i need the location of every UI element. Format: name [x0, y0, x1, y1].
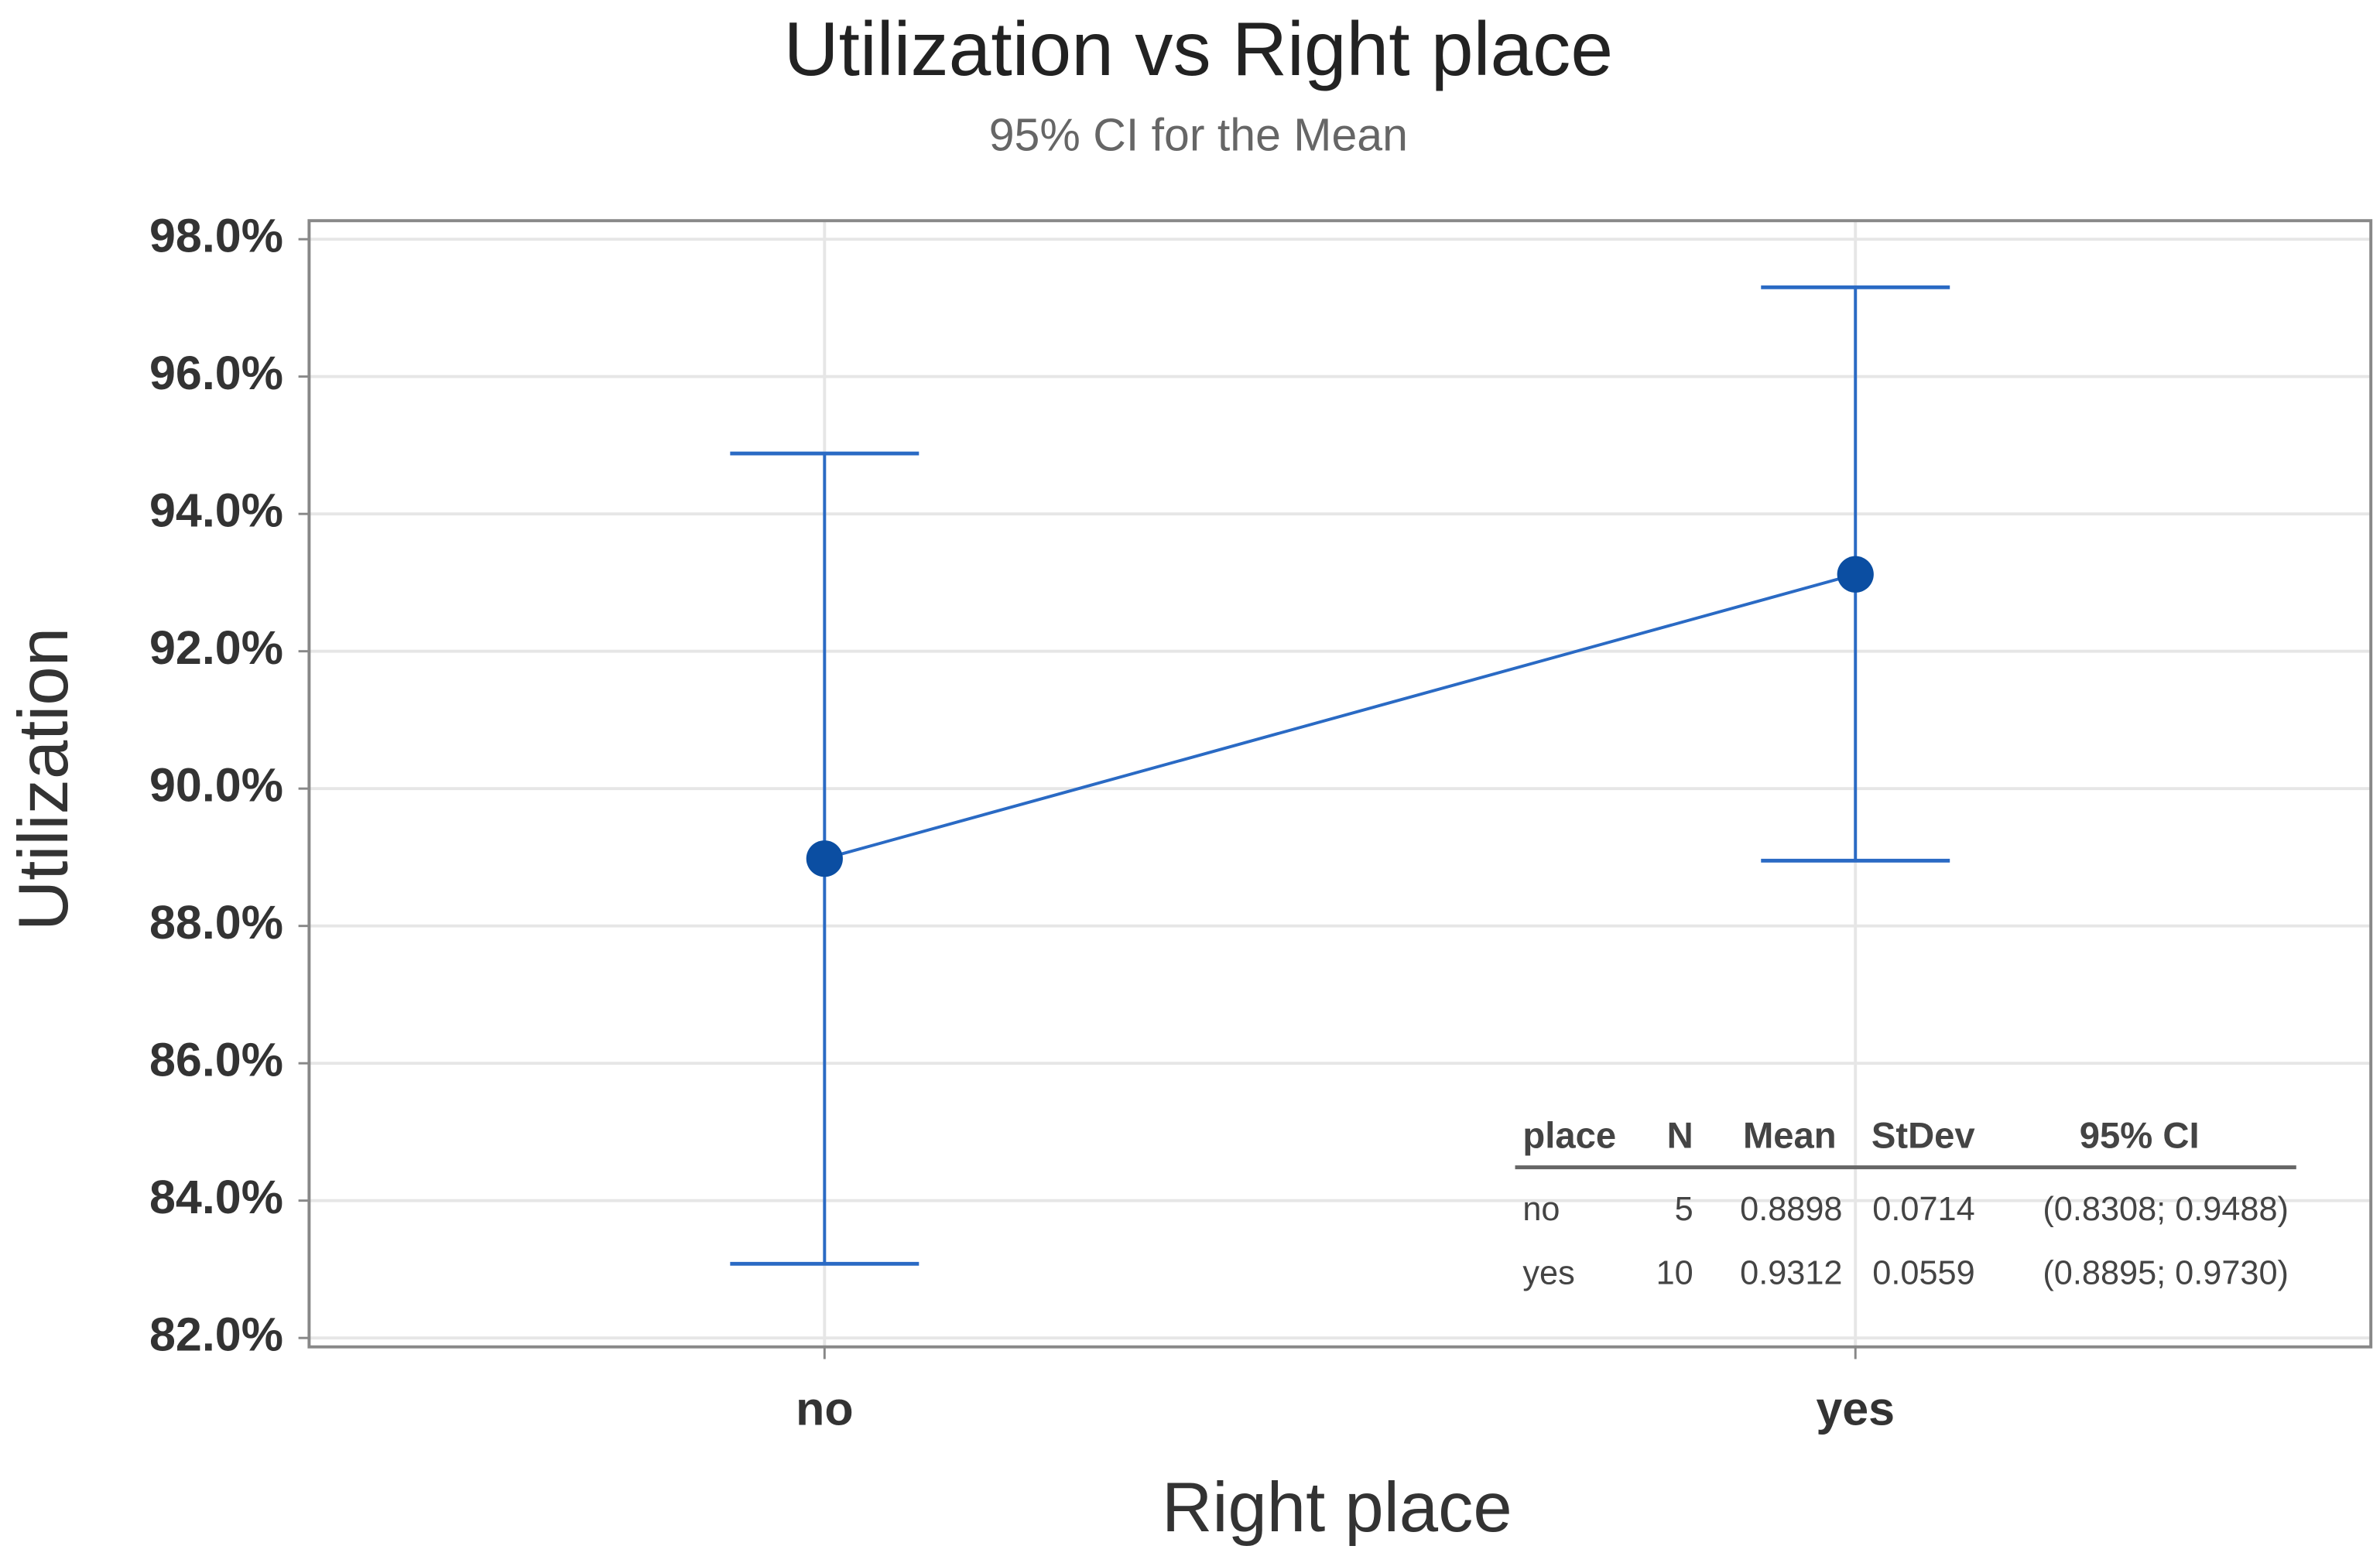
y-tick-label: 96.0%: [149, 347, 283, 399]
mean-line: [824, 573, 1856, 860]
x-tick-label: no: [796, 1382, 853, 1435]
table-header: place: [1522, 1116, 1616, 1157]
table-cell: 5: [1675, 1191, 1693, 1228]
y-tick-label: 84.0%: [149, 1171, 283, 1223]
x-tick-label: yes: [1816, 1382, 1895, 1435]
mean-point: [1837, 556, 1874, 593]
plot-frame: [307, 219, 2373, 1349]
table-cell: no: [1522, 1191, 1560, 1228]
chart-title: Utilization vs Right place: [784, 6, 1613, 91]
y-tick-label: 98.0%: [149, 209, 283, 262]
y-tick-label: 86.0%: [149, 1033, 283, 1086]
y-tick-label: 82.0%: [149, 1308, 283, 1360]
table-cell: 0.9312: [1740, 1255, 1842, 1292]
y-tick-label: 90.0%: [149, 758, 283, 811]
table-cell: 10: [1656, 1255, 1693, 1292]
table-cell: 0.8898: [1740, 1191, 1842, 1228]
table-header: N: [1667, 1116, 1693, 1157]
y-axis-title: Utilization: [5, 628, 83, 931]
table-cell: 0.0714: [1872, 1191, 1974, 1228]
table-cell: (0.8308; 0.9488): [2043, 1191, 2289, 1228]
marks: [730, 285, 1950, 1266]
stats-table: place N Mean StDev 95% CI no 5 0.8898 0.0714 (0.8…: [1515, 1116, 2296, 1292]
x-axis-title: Right place: [1162, 1469, 1512, 1547]
mean-point: [806, 840, 843, 877]
y-tick-label: 94.0%: [149, 484, 283, 536]
table-cell: (0.8895; 0.9730): [2043, 1255, 2289, 1292]
table-header: 95% CI: [2080, 1116, 2200, 1157]
y-tick-label: 92.0%: [149, 621, 283, 674]
chart-subtitle: 95% CI for the Mean: [989, 110, 1408, 161]
y-tick-label: 88.0%: [149, 896, 283, 949]
table-cell: yes: [1522, 1255, 1574, 1292]
table-cell: 0.0559: [1872, 1255, 1974, 1292]
table-header: StDev: [1871, 1116, 1976, 1157]
table-header: Mean: [1743, 1116, 1837, 1157]
